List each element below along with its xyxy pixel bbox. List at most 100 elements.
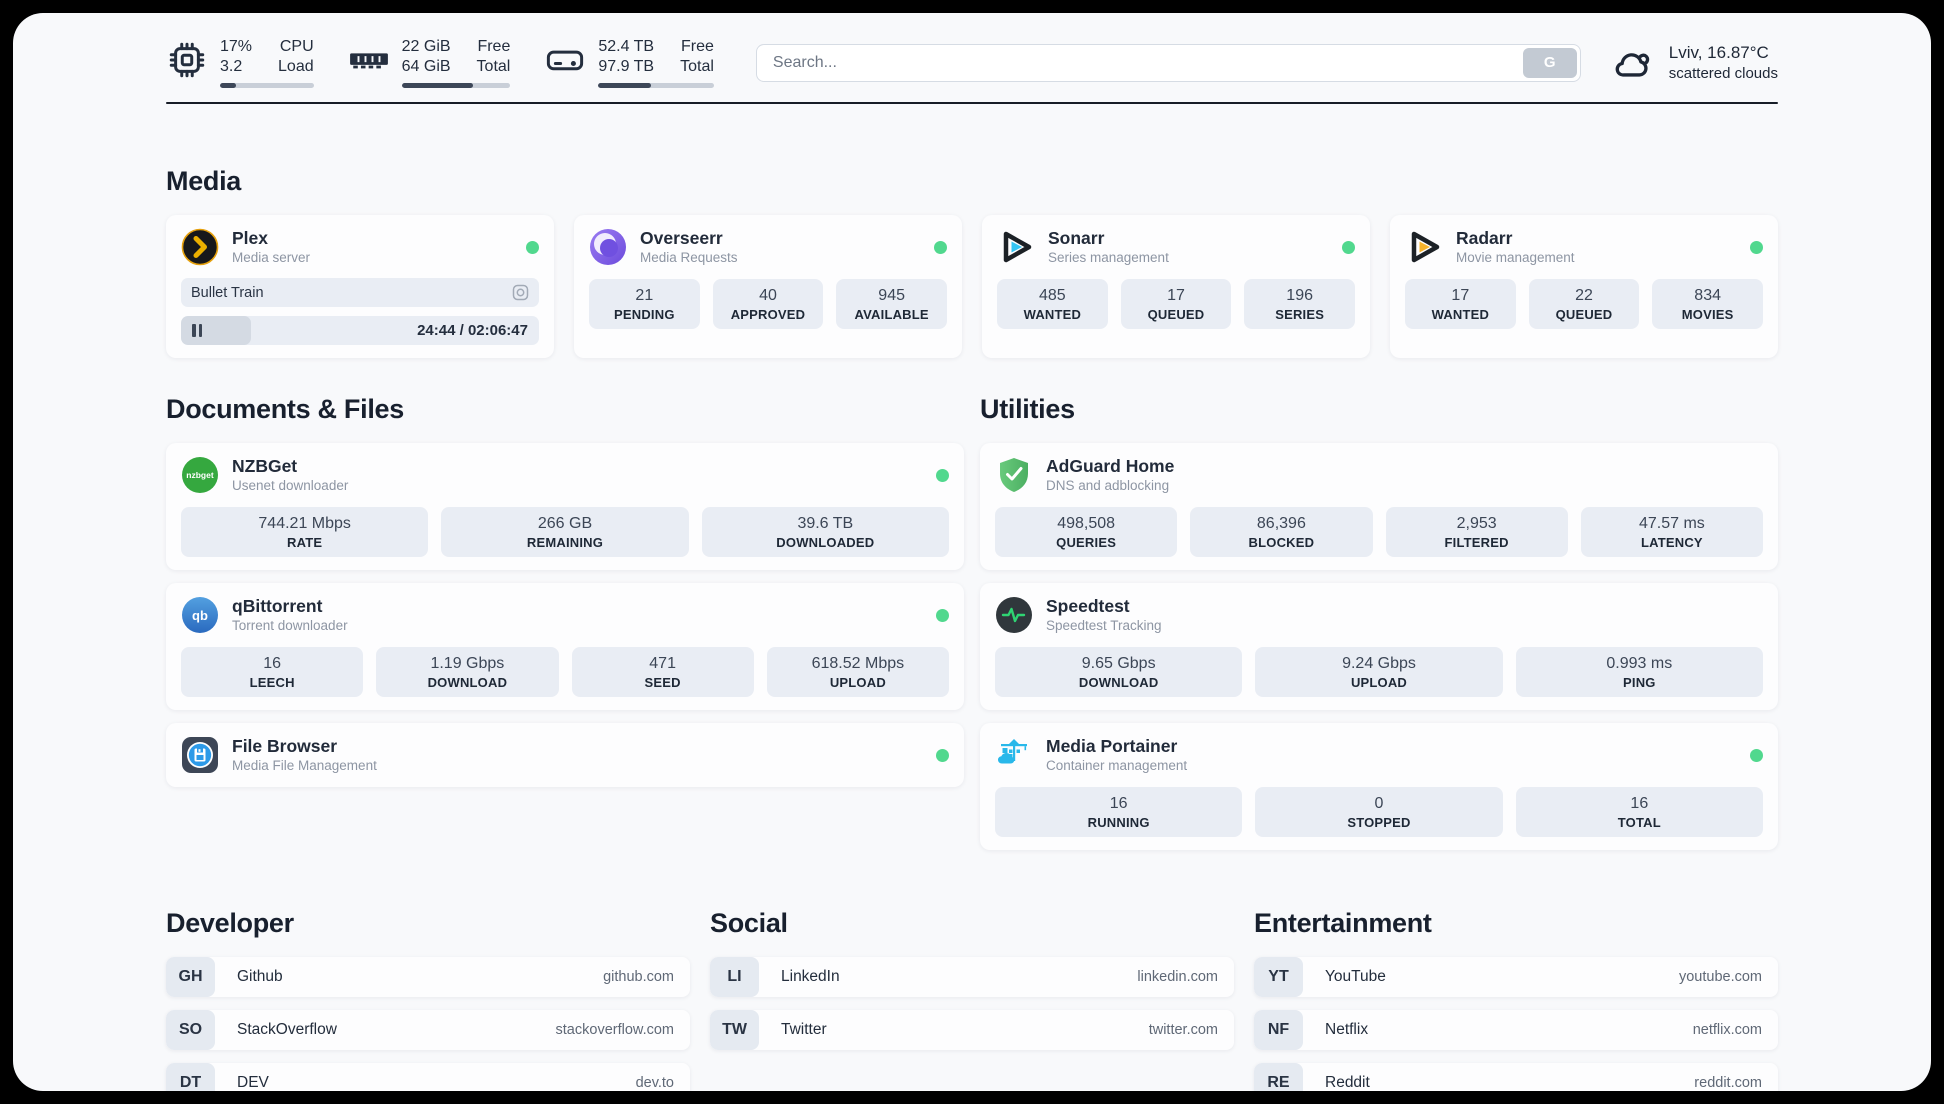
bookmark-url: youtube.com (1678, 969, 1762, 985)
bookmark-abbr-badge: NF (1254, 1010, 1303, 1050)
stat-latency: 47.57 ms LATENCY (1580, 507, 1763, 557)
stat-wanted: 17 WANTED (1405, 279, 1516, 329)
bookmark-url: twitter.com (1148, 1022, 1218, 1038)
stat-filtered: 2,953 FILTERED (1385, 507, 1568, 557)
section-title-utilities: Utilities (980, 394, 1075, 424)
disk-icon (547, 50, 584, 71)
header-bar: 17% 3.2 CPU Load (166, 37, 1778, 88)
bookmark-url: netflix.com (1692, 1022, 1762, 1038)
bookmark-stackoverflow[interactable]: SO StackOverflow stackoverflow.com (166, 1010, 690, 1050)
stat-download: 9.65 Gbps DOWNLOAD (995, 647, 1243, 697)
playback-progress-bar[interactable]: 24:44 / 02:06:47 (181, 316, 539, 345)
bookmark-abbr-badge: LI (710, 957, 759, 997)
weather-location-temp: Lviv, 16.87°C (1668, 42, 1769, 62)
svg-text:nzbget: nzbget (186, 470, 214, 480)
cpu-usage-value: 17% (220, 38, 253, 55)
bookmark-url: stackoverflow.com (555, 1022, 674, 1038)
app-name: AdGuard Home (1046, 456, 1175, 476)
disk-total-label: Total (680, 58, 714, 75)
stat-blocked: 86,396 BLOCKED (1190, 507, 1373, 557)
app-card-filebrowser[interactable]: File Browser Media File Management (166, 723, 964, 787)
memory-stat: 22 GiB 64 GiB Free Total (348, 37, 511, 88)
app-name: Speedtest (1046, 596, 1130, 616)
status-badge (936, 748, 949, 762)
search-input[interactable] (755, 43, 1581, 82)
stat-queued: 22 QUEUED (1528, 279, 1640, 329)
bookmark-netflix[interactable]: NF Netflix netflix.com (1254, 1010, 1778, 1050)
bookmark-url: linkedin.com (1137, 969, 1218, 985)
app-card-nzbget[interactable]: nzbget NZBGet Usenet downloader 744.21 M… (166, 443, 964, 570)
bookmark-linkedin[interactable]: LI LinkedIn linkedin.com (710, 957, 1234, 997)
portainer-logo-icon (998, 739, 1027, 764)
stat-approved: 40 APPROVED (712, 279, 824, 329)
stat-rate: 744.21 Mbps RATE (181, 507, 429, 557)
bookmark-name: Netflix (1325, 1021, 1369, 1038)
app-description: Usenet downloader (232, 478, 349, 493)
app-card-qbittorrent[interactable]: qb qBittorrent Torrent downloader 16 LEEC… (166, 583, 964, 710)
svg-text:qb: qb (192, 608, 208, 623)
section-title-developer: Developer (166, 908, 294, 938)
stat-leech: 16 LEECH (181, 647, 364, 697)
bookmark-abbr-badge: YT (1254, 957, 1303, 997)
app-card-radarr[interactable]: Radarr Movie management 17 WANTED 22 QUEUE… (1390, 215, 1778, 358)
app-card-portainer[interactable]: Media Portainer Container management 16 R… (980, 723, 1778, 850)
app-card-plex[interactable]: Plex Media server Bullet Train 24:44 / 0… (166, 215, 554, 358)
stat-queries: 498,508 QUERIES (995, 507, 1178, 557)
section-title-media: Media (166, 166, 242, 196)
disk-stat: 52.4 TB 97.9 TB Free Total (544, 37, 714, 88)
weather-condition: scattered clouds (1668, 64, 1778, 82)
bookmark-name: YouTube (1325, 968, 1386, 985)
memory-free-label: Free (477, 38, 511, 55)
cloud-icon (1615, 52, 1649, 77)
weather-widget[interactable]: Lviv, 16.87°C scattered clouds (1611, 41, 1778, 85)
disk-total-value: 97.9 TB (598, 58, 655, 75)
filebrowser-logo-icon (182, 737, 218, 773)
cpu-icon (169, 42, 205, 78)
stat-total: 16 TOTAL (1515, 787, 1763, 837)
disk-free-value: 52.4 TB (598, 38, 655, 55)
app-description: Torrent downloader (232, 618, 348, 633)
app-card-adguard[interactable]: AdGuard Home DNS and adblocking 498,508 Q… (980, 443, 1778, 570)
pause-icon[interactable] (192, 324, 202, 337)
app-description: Media Requests (640, 250, 738, 265)
status-badge (936, 608, 949, 622)
now-playing-row[interactable]: Bullet Train (181, 278, 539, 307)
app-card-speedtest[interactable]: Speedtest Speedtest Tracking 9.65 Gbps DO… (980, 583, 1778, 710)
app-name: Sonarr (1048, 228, 1105, 248)
app-description: DNS and adblocking (1046, 478, 1170, 493)
bookmark-dev[interactable]: DT DEV dev.to (166, 1063, 690, 1091)
cast-icon[interactable] (512, 284, 529, 301)
bookmark-abbr-badge: TW (710, 1010, 759, 1050)
stat-ping: 0.993 ms PING (1515, 647, 1763, 697)
sonarr-logo-icon (1003, 231, 1032, 263)
bookmark-youtube[interactable]: YT YouTube youtube.com (1254, 957, 1778, 997)
stat-series: 196 SERIES (1244, 279, 1355, 329)
stat-queued: 17 QUEUED (1120, 279, 1232, 329)
app-name: NZBGet (232, 456, 298, 476)
bookmark-name: DEV (237, 1074, 269, 1091)
memory-free-value: 22 GiB (401, 38, 451, 55)
bookmark-abbr-badge: DT (166, 1063, 215, 1091)
speedtest-logo-icon (996, 597, 1032, 633)
bookmark-name: Reddit (1325, 1074, 1370, 1091)
app-description: Movie management (1456, 250, 1575, 265)
bookmark-reddit[interactable]: RE Reddit reddit.com (1254, 1063, 1778, 1091)
app-name: Media Portainer (1046, 736, 1178, 756)
app-description: Container management (1046, 758, 1188, 773)
status-badge (936, 468, 949, 482)
bookmark-url: dev.to (635, 1075, 674, 1091)
app-card-sonarr[interactable]: Sonarr Series management 485 WANTED 17 QUE… (982, 215, 1370, 358)
stat-available: 945 AVAILABLE (836, 279, 947, 329)
radarr-logo-icon (1411, 231, 1440, 263)
app-description: Media server (232, 250, 311, 265)
bookmark-github[interactable]: GH Github github.com (166, 957, 690, 997)
app-name: Plex (232, 228, 268, 248)
search-engine-button[interactable]: G (1522, 47, 1577, 78)
bookmark-twitter[interactable]: TW Twitter twitter.com (710, 1010, 1234, 1050)
app-card-overseerr[interactable]: Overseerr Media Requests 21 PENDING 40 APP… (574, 215, 962, 358)
memory-progress-bar (401, 83, 511, 88)
qbittorrent-logo-icon: qb (182, 597, 218, 633)
bookmark-abbr-badge: SO (166, 1010, 215, 1050)
dashboard-page: 17% 3.2 CPU Load (13, 13, 1931, 1091)
stat-seed: 471 SEED (571, 647, 754, 697)
